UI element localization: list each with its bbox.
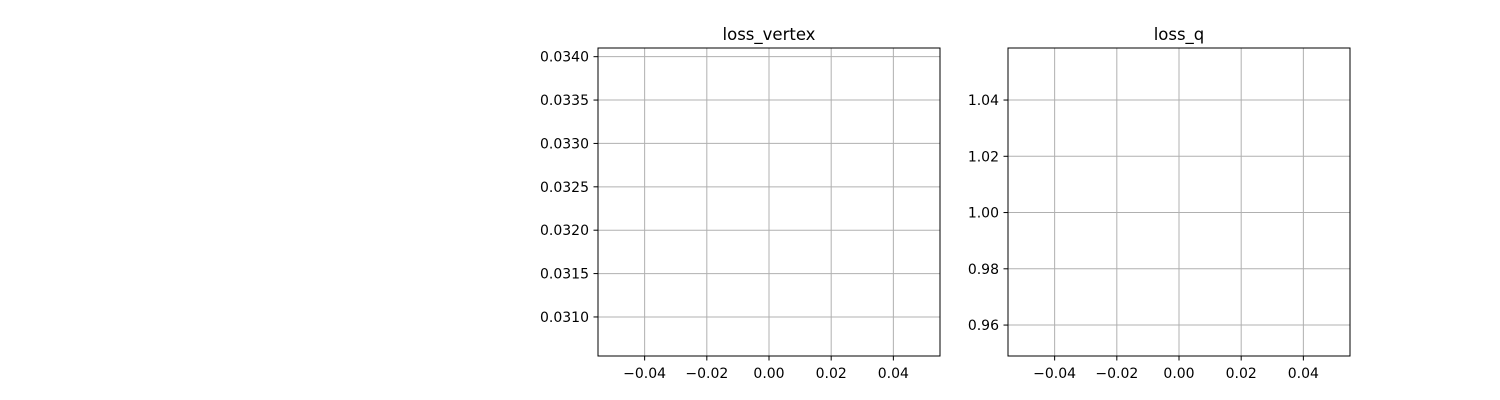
chart-title: loss_vertex <box>723 25 816 45</box>
y-tick-label: 0.96 <box>968 318 999 334</box>
x-tick-label: −0.02 <box>1095 366 1138 382</box>
y-tick-label: 1.00 <box>968 206 999 222</box>
x-tick-label: −0.04 <box>623 366 666 382</box>
x-axis-ticks: −0.04 −0.02 0.00 0.02 0.04 <box>623 356 909 382</box>
x-axis-ticks: −0.04 −0.02 0.00 0.02 0.04 <box>1033 356 1319 382</box>
x-tick-label: −0.04 <box>1033 366 1076 382</box>
x-tick-label: 0.02 <box>1226 366 1257 382</box>
grid-lines <box>598 48 940 356</box>
subplot-loss-q: −0.04 −0.02 0.00 0.02 0.04 0.96 0.98 1.00 1.02 1… <box>968 25 1351 382</box>
y-tick-label: 1.04 <box>968 93 999 109</box>
y-tick-label: 0.98 <box>968 262 999 278</box>
y-tick-label: 0.0320 <box>540 223 589 239</box>
subplot-loss-vertex: −0.04 −0.02 0.00 0.02 0.04 0.0310 0.0315 0.032… <box>540 25 941 382</box>
y-axis-ticks: 0.0310 0.0315 0.0320 0.0325 0.0330 0.0335 0.03… <box>540 50 598 326</box>
x-tick-label: 0.00 <box>1163 366 1194 382</box>
x-tick-label: 0.02 <box>816 366 847 382</box>
grid-lines <box>1008 48 1350 356</box>
x-tick-label: 0.04 <box>1288 366 1319 382</box>
y-tick-label: 0.0340 <box>540 50 589 66</box>
x-tick-label: 0.04 <box>878 366 909 382</box>
y-tick-label: 0.0325 <box>540 180 589 196</box>
y-tick-label: 0.0330 <box>540 136 589 152</box>
y-tick-label: 0.0310 <box>540 310 589 326</box>
y-tick-label: 1.02 <box>968 149 999 165</box>
x-tick-label: 0.00 <box>753 366 784 382</box>
x-tick-label: −0.02 <box>685 366 728 382</box>
y-tick-label: 0.0315 <box>540 267 589 283</box>
y-tick-label: 0.0335 <box>540 93 589 109</box>
y-axis-ticks: 0.96 0.98 1.00 1.02 1.04 <box>968 93 1008 334</box>
chart-title: loss_q <box>1154 25 1205 45</box>
